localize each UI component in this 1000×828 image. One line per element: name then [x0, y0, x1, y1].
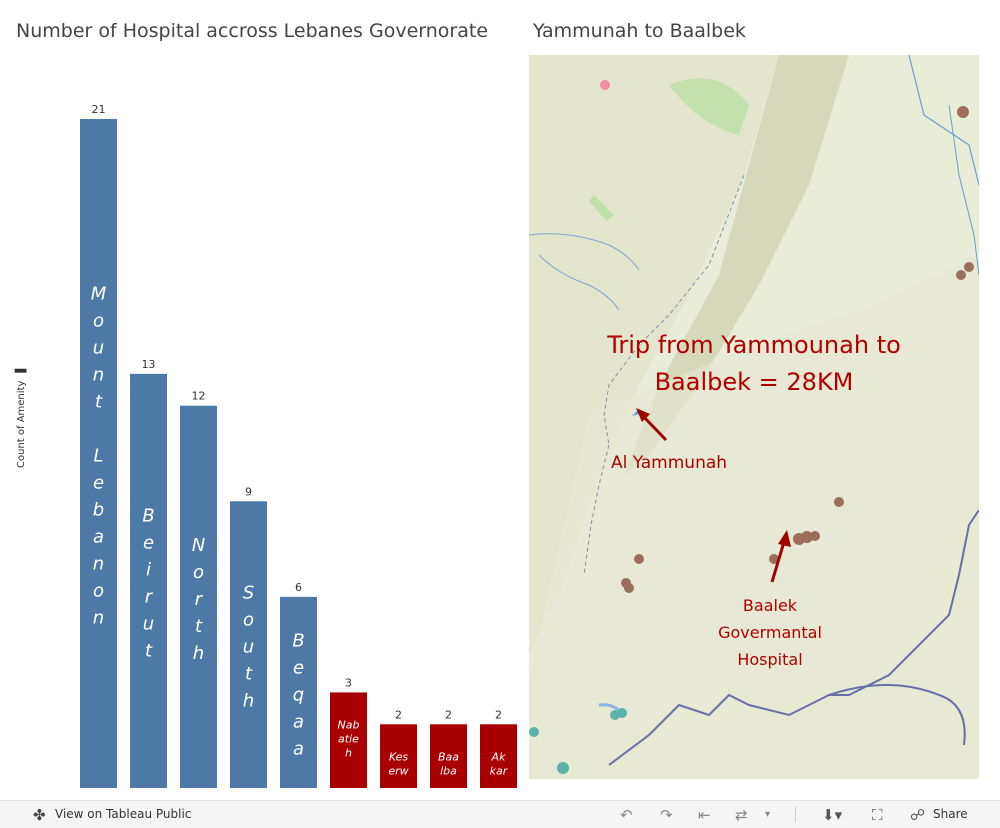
bar-nabatieh[interactable] — [330, 692, 367, 788]
bar-category-text: u — [93, 338, 104, 359]
data-label: 2 — [445, 708, 452, 721]
bar-category-text: B — [292, 631, 304, 652]
yammunah-label: Al Yammunah — [610, 453, 728, 473]
bar-category-text: e — [93, 473, 104, 494]
bar-category-text: o — [93, 311, 104, 332]
refresh-icon[interactable]: ⇄ — [735, 806, 748, 824]
bar-category-text: e — [293, 658, 304, 679]
bar-category-text: r — [145, 587, 154, 608]
bar-beirut[interactable] — [130, 373, 167, 788]
tableau-toolbar: ✤ View on Tableau Public ↶ ↷ ⇤ ⇄ ▾ ⬇▾ ⛶ … — [0, 800, 1000, 828]
bar-category-text: o — [243, 610, 254, 631]
data-label: 12 — [192, 390, 206, 403]
bar-category-text: M — [91, 284, 107, 305]
bar-category-text: u — [143, 614, 154, 635]
map-view[interactable]: Trip from Yammounah to Baalbek = 28KM Al… — [529, 55, 979, 779]
map-terrain — [529, 55, 979, 779]
bar-category-text: t — [195, 616, 203, 637]
data-label: 2 — [495, 708, 502, 721]
bar-category-text: kar — [490, 764, 509, 777]
tableau-logo-icon[interactable]: ✤ — [33, 806, 46, 824]
bar-category-text: h — [193, 643, 204, 664]
bar-category-text: u — [243, 637, 254, 658]
toolbar-divider — [795, 806, 796, 822]
bar-category-text: S — [243, 583, 254, 604]
bar-category-text: L — [93, 446, 103, 467]
bar-category-text: h — [243, 691, 254, 712]
data-label: 6 — [295, 581, 302, 594]
bar-category-text: t — [95, 392, 103, 413]
undo-icon[interactable]: ↶ — [620, 806, 633, 824]
bar-category-text: B — [142, 506, 154, 527]
bar-category-text: a — [293, 712, 304, 733]
revert-icon[interactable]: ⇤ — [698, 806, 711, 824]
map-title: Yammunah to Baalbek — [533, 20, 746, 42]
baalbek-label: Baalek Govermantal Hospital — [718, 596, 822, 669]
bar-category-text: n — [93, 365, 104, 386]
bar-category-text: o — [93, 581, 104, 602]
data-label: 2 — [395, 708, 402, 721]
bar-beqaa[interactable] — [280, 596, 317, 788]
bar-category-text: i — [146, 560, 151, 581]
bar-category-text: lba — [440, 764, 457, 777]
bar-category-text: h — [345, 746, 352, 759]
view-on-tableau-link[interactable]: View on Tableau Public — [55, 807, 192, 821]
bar-category-text: q — [293, 685, 304, 706]
data-label: 3 — [345, 676, 352, 689]
bar-category-text: Baa — [438, 750, 459, 763]
download-icon[interactable]: ⬇▾ — [822, 806, 843, 824]
bar-category-text: n — [93, 554, 104, 575]
bar-category-text: t — [145, 641, 153, 662]
chart-title: Number of Hospital accross Lebanes Gover… — [16, 20, 489, 42]
bar-chart: 21MountLebanon13Beirut12North9South6Beqa… — [80, 103, 517, 788]
bar-north[interactable] — [180, 405, 217, 788]
bar-category-text: erw — [388, 764, 408, 777]
data-label: 21 — [92, 103, 106, 116]
share-icon[interactable]: ☍ — [910, 806, 926, 824]
bar-category-text: n — [93, 608, 104, 629]
bar-category-text: Kes — [389, 750, 409, 763]
bar-category-text: e — [143, 533, 154, 554]
bar-mount-lebanon[interactable] — [80, 119, 117, 788]
bar-category-text: r — [195, 589, 204, 610]
bar-category-text: Ak — [491, 750, 507, 763]
bar-keserwan-jbeil[interactable] — [380, 724, 417, 788]
bar-category-text: b — [93, 500, 104, 521]
share-button[interactable]: Share — [933, 807, 968, 821]
data-label: 13 — [142, 358, 156, 371]
bar-category-text: atie — [338, 732, 359, 745]
bar-category-text: N — [192, 535, 205, 556]
bar-baalbek-hermel[interactable] — [430, 724, 467, 788]
data-label: 9 — [245, 485, 252, 498]
bar-south[interactable] — [230, 501, 267, 788]
bar-category-text: o — [193, 562, 204, 583]
redo-icon[interactable]: ↷ — [660, 806, 673, 824]
trip-annotation: Trip from Yammounah to Baalbek = 28KM — [607, 331, 901, 396]
bar-category-text: a — [293, 739, 304, 760]
chevron-down-icon[interactable]: ▾ — [765, 809, 771, 820]
bar-akkar[interactable] — [480, 724, 517, 788]
bar-category-text: a — [93, 527, 104, 548]
bar-category-text: Nab — [338, 718, 360, 731]
bar-category-text: t — [245, 664, 253, 685]
fullscreen-icon[interactable]: ⛶ — [872, 806, 883, 824]
